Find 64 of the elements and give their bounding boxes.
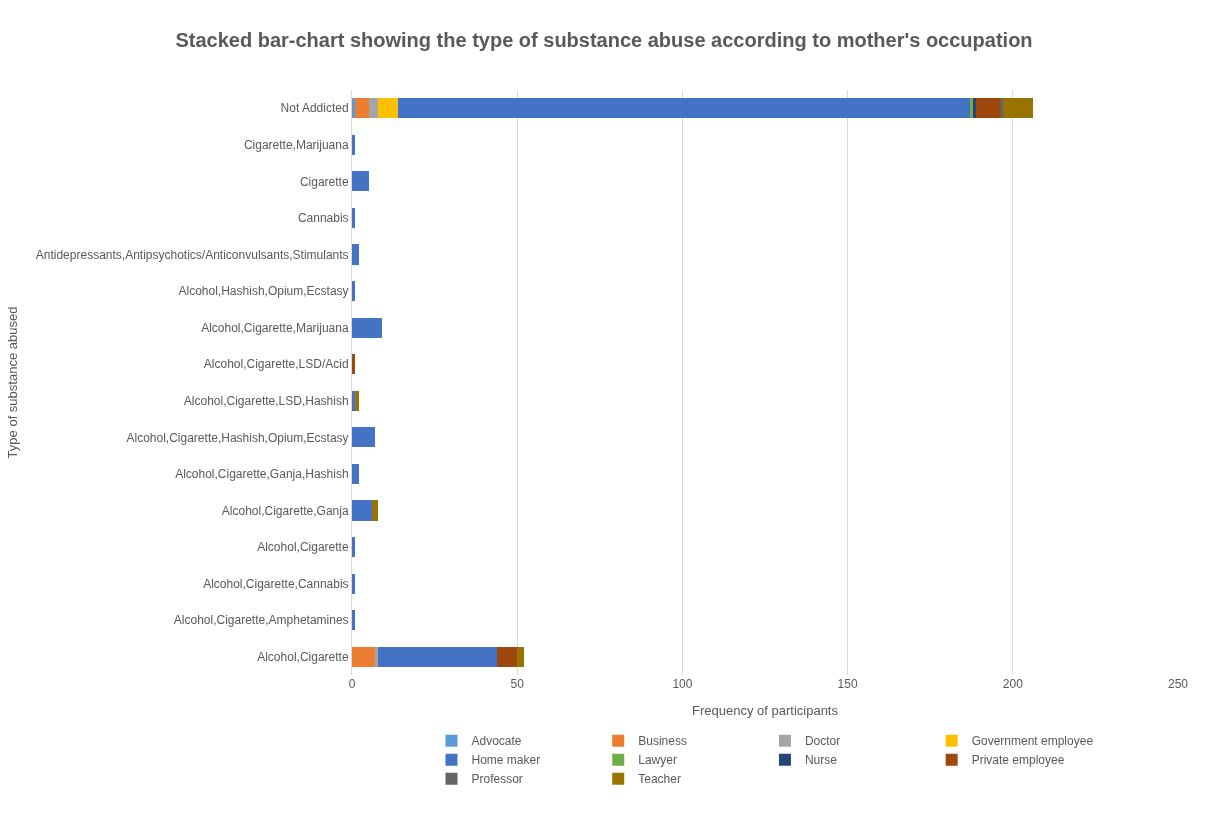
bar: [969, 98, 974, 119]
bar: [352, 610, 356, 631]
y-tick-label: Alcohol,Cigarette: [257, 649, 349, 664]
y-axis-title: Type of substance abused: [4, 306, 20, 459]
bar: [973, 98, 977, 119]
bar: [517, 646, 524, 667]
bar: [378, 646, 498, 667]
legend-label: Home maker: [471, 753, 541, 768]
y-tick-label: Alcohol,Cigarette,Ganja: [221, 503, 349, 518]
y-tick-label: Cigarette,Marijuana: [243, 138, 349, 153]
chart-title: Stacked bar-chart showing the type of substance abuse according to mother's occupation: [175, 28, 1033, 51]
bar: [497, 646, 518, 667]
bar: [375, 646, 379, 667]
x-axis-title: Frequency of participants: [692, 702, 839, 718]
bar: [352, 500, 372, 521]
x-tick-label: 100: [672, 677, 693, 691]
y-tick-label: Alcohol,Cigarette,Ganja,Hashish: [175, 467, 349, 482]
bar: [976, 98, 1000, 119]
bar: [352, 536, 356, 558]
bar: [398, 98, 970, 119]
bar: [352, 573, 356, 594]
bar: [352, 171, 369, 192]
bar: [352, 646, 376, 667]
y-tick-label: Antidepressants,Antipsychotics/Anticonvulsants,Stimulants: [35, 247, 349, 262]
y-tick-label: Cannabis: [297, 211, 349, 226]
y-tick-label: Alcohol,Cigarette,LSD/Acid: [203, 357, 349, 372]
bar: [352, 134, 356, 155]
bar: [352, 244, 359, 265]
legend-label: Lawyer: [638, 753, 677, 768]
bar: [999, 98, 1003, 119]
legend-label: Business: [638, 734, 687, 749]
x-tick-label: 250: [1167, 677, 1189, 691]
bar: [352, 98, 356, 119]
y-tick-label: Not Addicted: [280, 101, 349, 116]
legend-label: Teacher: [638, 772, 681, 787]
x-tick-label: 200: [1002, 677, 1024, 691]
bar: [1002, 98, 1033, 119]
bar: [355, 98, 369, 119]
bar: [352, 281, 356, 302]
bar: [352, 207, 356, 229]
bar: [352, 463, 359, 484]
y-tick-label: Alcohol,Cigarette: [257, 540, 349, 555]
y-tick-label: Alcohol,Cigarette,Amphetamines: [173, 613, 349, 628]
bar: [371, 500, 379, 521]
bar: [352, 317, 382, 338]
x-tick-label: 50: [510, 677, 525, 691]
legend-label: Government employee: [971, 734, 1094, 749]
y-tick-label: Cigarette: [299, 174, 349, 189]
y-tick-label: Alcohol,Cigarette,Marijuana: [201, 320, 349, 335]
bar: [352, 354, 356, 375]
legend-label: Advocate: [471, 734, 522, 749]
x-tick-label: 0: [348, 677, 356, 691]
bar: [368, 98, 379, 119]
bar: [352, 427, 376, 448]
y-tick-label: Alcohol,Cigarette,Hashish,Opium,Ecstasy: [126, 430, 349, 445]
y-tick-label: Alcohol,Cigarette,Cannabis: [203, 576, 349, 591]
legend-label: Private employee: [971, 753, 1065, 768]
x-tick-label: 150: [837, 677, 858, 691]
legend-label: Doctor: [804, 734, 841, 749]
y-tick-label: Alcohol,Cigarette,LSD,Hashish: [183, 393, 349, 408]
y-tick-label: Alcohol,Hashish,Opium,Ecstasy: [178, 284, 349, 299]
legend-label: Professor: [471, 772, 523, 787]
legend-label: Nurse: [804, 753, 838, 768]
bar: [378, 98, 399, 119]
